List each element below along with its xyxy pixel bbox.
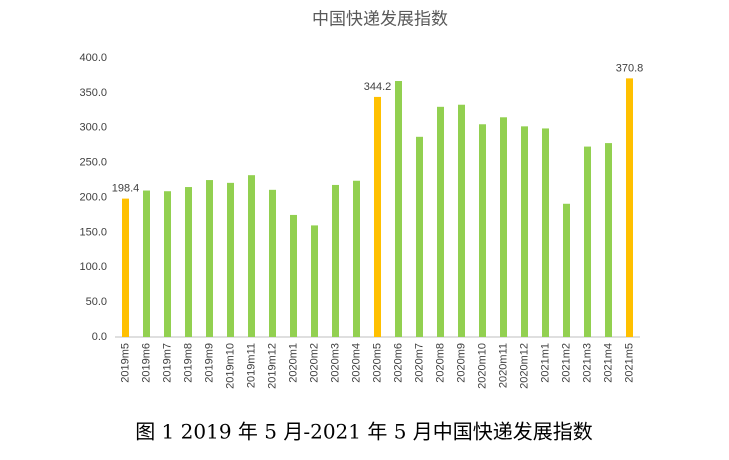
x-tick-label: 2020m2: [308, 343, 320, 383]
x-tick-label: 2020m6: [392, 343, 404, 383]
y-tick-label: 200.0: [79, 191, 107, 203]
x-tick-label: 2020m10: [476, 343, 488, 389]
value-label: 370.8: [616, 62, 644, 74]
value-label: 344.2: [364, 81, 392, 93]
bar: [395, 81, 402, 337]
bar: [416, 136, 423, 337]
chart-title: 中国快递发展指数: [312, 9, 448, 28]
x-tick-label: 2020m1: [287, 343, 299, 383]
x-tick-label: 2020m9: [455, 343, 467, 383]
bar: [122, 198, 129, 337]
y-tick-label: 50.0: [86, 296, 107, 308]
x-tick-label: 2019m6: [140, 343, 152, 383]
bar: [500, 117, 507, 337]
bar: [563, 203, 570, 337]
bar: [311, 225, 318, 337]
x-tick-label: 2021m3: [581, 343, 593, 383]
x-tick-label: 2019m7: [161, 343, 173, 383]
x-tick-label: 2021m1: [539, 343, 551, 383]
bar: [458, 104, 465, 337]
bar: [290, 214, 297, 337]
x-tick-label: 2019m10: [224, 343, 236, 389]
bar: [164, 191, 171, 337]
x-tick-label: 2020m8: [434, 343, 446, 383]
bar: [332, 184, 339, 337]
y-tick-label: 300.0: [79, 122, 107, 134]
x-tick-label: 2019m5: [119, 343, 131, 383]
bar: [248, 175, 255, 337]
x-tick-label: 2020m5: [371, 343, 383, 383]
bar: [206, 180, 213, 337]
bar: [227, 182, 234, 337]
caption: 图 1 2019 年 5 月-2021 年 5 月中国快递发展指数: [135, 420, 593, 444]
x-tick-label: 2021m2: [560, 343, 572, 383]
y-tick-label: 0.0: [92, 331, 107, 343]
x-tick-label: 2019m8: [182, 343, 194, 383]
bar: [605, 143, 612, 337]
x-tick-label: 2020m11: [497, 343, 509, 388]
bar: [479, 124, 486, 337]
bar: [521, 126, 528, 337]
bar: [374, 96, 381, 337]
bar: [437, 106, 444, 337]
bar: [353, 180, 360, 337]
bar: [185, 187, 192, 337]
x-tick-label: 2020m3: [329, 343, 341, 383]
bar: [626, 78, 633, 337]
x-tick-label: 2019m11: [245, 343, 257, 388]
x-tick-label: 2020m12: [518, 343, 530, 389]
y-tick-label: 100.0: [79, 261, 107, 273]
x-tick-label: 2019m12: [266, 343, 278, 389]
x-tick-label: 2021m5: [623, 343, 635, 383]
bar: [542, 128, 549, 337]
x-tick-label: 2019m9: [203, 343, 215, 383]
y-tick-label: 350.0: [79, 87, 107, 99]
x-tick-label: 2020m7: [413, 343, 425, 383]
x-tick-label: 2021m4: [602, 343, 614, 383]
y-tick-label: 250.0: [79, 157, 107, 169]
bar: [584, 146, 591, 337]
bar: [269, 189, 276, 337]
value-label: 198.4: [112, 183, 140, 195]
y-tick-label: 150.0: [79, 226, 107, 238]
y-tick-label: 400.0: [79, 52, 107, 64]
bar: [143, 190, 150, 337]
x-tick-label: 2020m4: [350, 343, 362, 383]
